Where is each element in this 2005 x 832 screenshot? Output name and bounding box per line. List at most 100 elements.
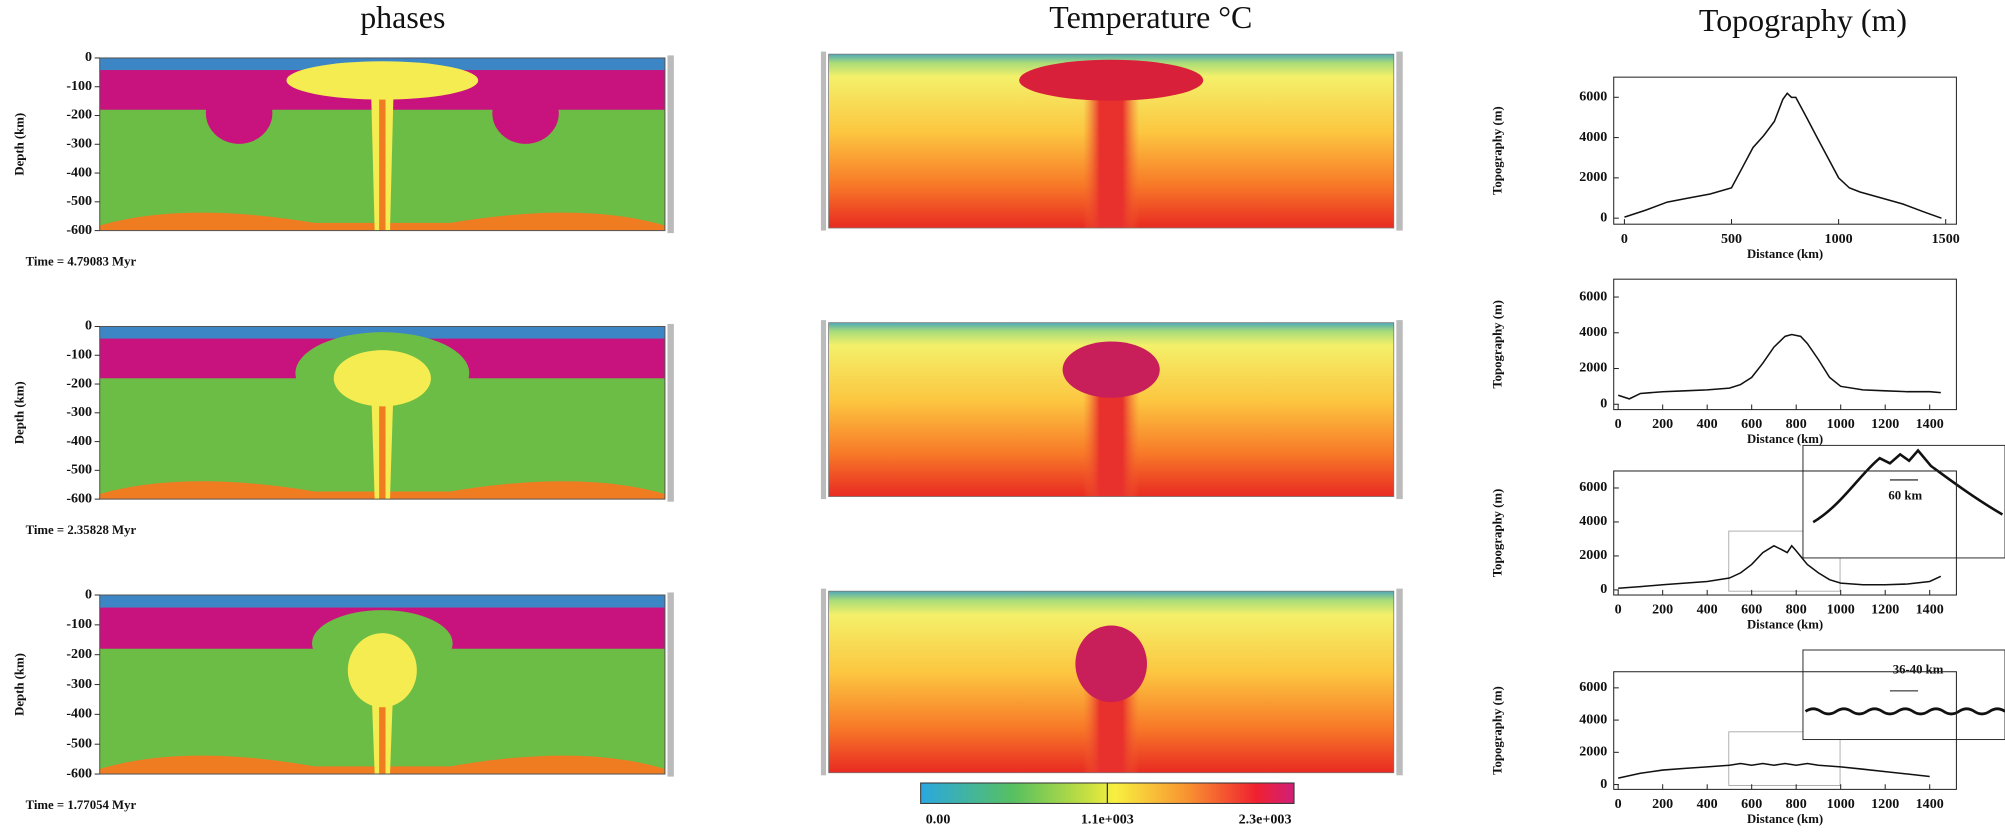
x-tick-label: 1000 [1827,796,1855,812]
x-tick-label: 0 [1621,231,1628,247]
side-bar [667,592,674,777]
y-tick-label: -200 [66,375,92,391]
x-tick-label: 1200 [1871,796,1899,812]
y-tick-label: 4000 [1579,129,1607,145]
y-tick-label: 4000 [1579,324,1607,340]
x-tick-label: 1500 [1932,231,1960,247]
side-bar [820,588,827,776]
zoom-box [1728,731,1841,786]
inset-curve [1804,707,2005,716]
y-tick-label: 2000 [1579,169,1607,185]
y-axis-label: Depth (km) [12,113,26,176]
phase-crust [99,595,665,608]
y-axis-label: Depth (km) [12,381,26,444]
y-tick-label: -400 [66,164,92,180]
column-title: phases [360,0,445,35]
x-tick-label: 1400 [1916,602,1944,618]
topography-line [1618,762,1930,779]
y-axis-label: Topography (m) [1491,686,1505,775]
topography-line [1617,333,1941,400]
y-tick-label: -200 [66,107,92,123]
y-tick-label: -300 [66,676,92,692]
x-tick-label: 1000 [1825,231,1853,247]
y-tick-label: -600 [66,490,92,506]
colorbar-label: 2.3e+003 [1239,811,1292,827]
x-tick-label: 1200 [1871,416,1899,432]
y-axis-label: Topography (m) [1491,300,1505,389]
phase-lithosphere [492,82,559,144]
y-tick-label: 0 [85,318,92,334]
x-tick-label: 1400 [1916,416,1944,432]
y-tick-label: 0 [1600,395,1607,411]
y-tick-label: 6000 [1579,479,1607,495]
plume-head [286,61,479,100]
temperature-stem [1083,80,1140,229]
x-axis-label: Distance (km) [1747,432,1823,446]
colorbar-label: 0.00 [926,811,951,827]
plot-frame [1613,278,1957,411]
side-bar [820,320,827,500]
x-axis-label: Distance (km) [1747,247,1823,261]
x-tick-label: 1200 [1871,602,1899,618]
y-tick-label: -500 [66,193,92,209]
side-bar [667,323,674,502]
x-tick-label: 1400 [1916,796,1944,812]
y-tick-label: -100 [66,346,92,362]
x-tick-label: 400 [1697,602,1718,618]
x-tick-label: 400 [1697,416,1718,432]
panel-frame [828,322,1395,497]
plume-core [379,97,386,231]
y-tick-label: 0 [1600,209,1607,225]
x-tick-label: 0 [1615,416,1622,432]
x-axis-label: Distance (km) [1747,812,1823,826]
side-bar [667,55,674,234]
time-label: Time = 2.35828 Myr [26,523,137,537]
y-axis-label: Topography (m) [1491,489,1505,578]
temperature-head [1075,625,1147,703]
y-tick-label: 2000 [1579,360,1607,376]
x-tick-label: 600 [1741,602,1762,618]
x-tick-label: 200 [1652,416,1673,432]
topography-line [1624,92,1942,219]
y-tick-label: -600 [66,222,92,238]
side-bar [1396,51,1403,231]
y-tick-label: -300 [66,404,92,420]
y-tick-label: 6000 [1579,288,1607,304]
y-tick-label: 0 [85,586,92,602]
y-tick-label: 6000 [1579,679,1607,695]
x-tick-label: 800 [1786,602,1807,618]
plot-frame [1613,76,1957,225]
x-tick-label: 1000 [1827,416,1855,432]
temperature-head [1062,341,1160,398]
y-tick-label: -400 [66,706,92,722]
inset [1802,649,2005,741]
y-tick-label: -100 [66,616,92,632]
y-tick-label: -300 [66,136,92,152]
plume-head [333,350,431,407]
x-tick-label: 800 [1786,416,1807,432]
y-tick-label: -100 [66,78,92,94]
y-tick-label: 6000 [1579,89,1607,105]
topography-line [1618,544,1942,590]
y-axis-label: Topography (m) [1491,106,1505,195]
x-tick-label: 400 [1697,796,1718,812]
x-tick-label: 800 [1786,796,1807,812]
side-bar [1396,588,1403,776]
phase-bottom [99,212,665,231]
inset [1802,444,2005,559]
column-title: Topography (m) [1699,3,1907,38]
inset-label: 60 km [1888,488,1922,502]
y-tick-label: -600 [66,765,92,781]
plume-core [379,688,386,775]
inset-curve [1812,448,2004,524]
zoom-box [1728,530,1841,592]
y-tick-label: 0 [1600,776,1607,792]
y-tick-label: 4000 [1579,513,1607,529]
y-tick-label: 4000 [1579,711,1607,727]
plot-frame [1613,470,1957,596]
y-tick-label: -400 [66,433,92,449]
x-tick-label: 0 [1615,602,1622,618]
panel-frame [828,53,1395,229]
y-tick-label: 0 [85,49,92,65]
